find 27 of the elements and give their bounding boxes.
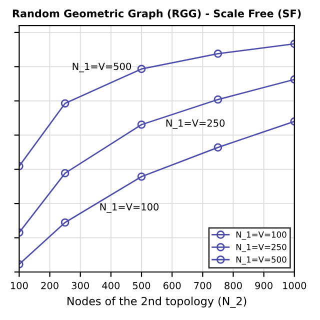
point: [137, 172, 146, 181]
annotation: N_1=V=250: [166, 119, 225, 129]
x-tick-label: 100: [10, 282, 28, 290]
x-tick-label: 900: [255, 282, 272, 290]
x-axis-title: Nodes of the 2nd topology (N_2): [68, 296, 246, 308]
legend-label: N_1=V=500: [236, 256, 286, 264]
x-tick-label: 700: [194, 282, 212, 290]
x-tick-label: 200: [41, 282, 58, 290]
annotation: N_1=V=100: [100, 203, 159, 213]
point: [214, 49, 222, 58]
point: [60, 169, 70, 178]
point: [214, 143, 222, 152]
x-tick-label: 1000: [283, 282, 306, 290]
point: [60, 99, 70, 108]
chart-title: Random Geometric Graph (RGG) - Scale Free (SF): [12, 9, 301, 20]
annotation: N_1=V=500: [72, 62, 132, 72]
legend-label: N_1=V=250: [236, 244, 286, 252]
point: [137, 120, 146, 129]
x-tick-label: 500: [132, 282, 150, 290]
x-tick-label: 600: [163, 282, 181, 290]
legend-label: N_1=V=100: [236, 231, 286, 240]
x-tick-label: 800: [224, 282, 242, 290]
point: [137, 64, 146, 74]
point: [214, 95, 222, 104]
x-tick-label: 400: [102, 282, 120, 290]
point: [60, 218, 70, 227]
x-tick-label: 300: [72, 282, 89, 290]
